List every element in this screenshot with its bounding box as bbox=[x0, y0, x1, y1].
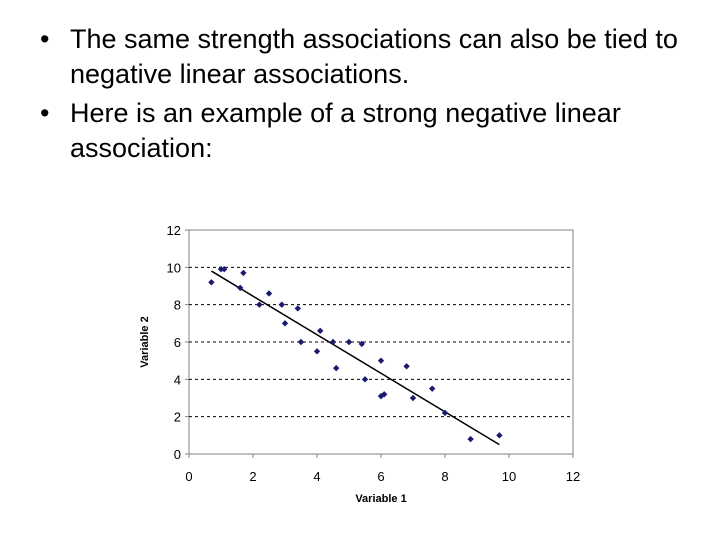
x-tick-label: 6 bbox=[377, 469, 384, 484]
bullet-text: The same strength associations can also … bbox=[70, 24, 678, 90]
bullet-item: • Here is an example of a strong negativ… bbox=[40, 96, 700, 166]
x-tick-label: 10 bbox=[502, 469, 516, 484]
data-point bbox=[313, 348, 321, 355]
scatter-chart: 0 2 4 6 8 10 12 0 2 4 6 8 10 12 Variable 1 Variable … bbox=[139, 223, 580, 505]
data-point bbox=[240, 269, 247, 277]
data-point bbox=[281, 320, 289, 327]
bullet-item: • The same strength associations can als… bbox=[40, 22, 700, 92]
bullet-marker: • bbox=[40, 24, 50, 54]
data-point bbox=[329, 338, 337, 346]
gridlines bbox=[189, 266, 573, 418]
y-axis-ticks: 0 2 4 6 8 10 12 bbox=[167, 223, 189, 462]
data-point bbox=[429, 385, 436, 392]
y-tick-label: 4 bbox=[174, 372, 181, 387]
data-point bbox=[317, 327, 324, 334]
data-point bbox=[377, 357, 385, 364]
y-tick-label: 6 bbox=[174, 335, 181, 350]
x-axis-title: Variable 1 bbox=[355, 493, 406, 505]
x-tick-label: 0 bbox=[185, 469, 192, 484]
data-point bbox=[265, 290, 273, 297]
x-tick-label: 4 bbox=[313, 469, 320, 484]
data-point bbox=[333, 364, 340, 372]
data-point bbox=[278, 301, 285, 308]
y-axis-title: Variable 2 bbox=[139, 316, 151, 367]
data-point bbox=[496, 432, 503, 439]
data-point bbox=[256, 301, 263, 308]
y-tick-label: 10 bbox=[167, 260, 181, 275]
data-point bbox=[467, 435, 474, 443]
data-point bbox=[403, 363, 410, 370]
data-point bbox=[345, 338, 353, 346]
x-tick-label: 8 bbox=[441, 469, 448, 484]
trendline bbox=[211, 270, 500, 446]
x-tick-label: 12 bbox=[566, 469, 580, 484]
y-tick-label: 8 bbox=[174, 298, 181, 313]
data-point bbox=[294, 305, 301, 312]
y-tick-label: 12 bbox=[167, 223, 181, 238]
data-point bbox=[358, 340, 365, 348]
x-axis-ticks: 0 2 4 6 8 10 12 bbox=[185, 454, 580, 484]
data-point bbox=[361, 376, 369, 383]
bullet-text: Here is an example of a strong negative … bbox=[70, 98, 621, 164]
data-point bbox=[221, 266, 228, 273]
data-point bbox=[381, 391, 388, 398]
y-tick-label: 0 bbox=[174, 447, 181, 462]
data-point bbox=[409, 394, 417, 402]
bullet-marker: • bbox=[40, 98, 50, 129]
data-point bbox=[237, 284, 244, 292]
x-tick-label: 2 bbox=[249, 469, 256, 484]
data-point bbox=[297, 338, 305, 346]
bullet-list: • The same strength associations can als… bbox=[40, 22, 700, 170]
data-point bbox=[441, 409, 449, 417]
data-point bbox=[208, 279, 215, 286]
y-tick-label: 2 bbox=[174, 410, 181, 425]
